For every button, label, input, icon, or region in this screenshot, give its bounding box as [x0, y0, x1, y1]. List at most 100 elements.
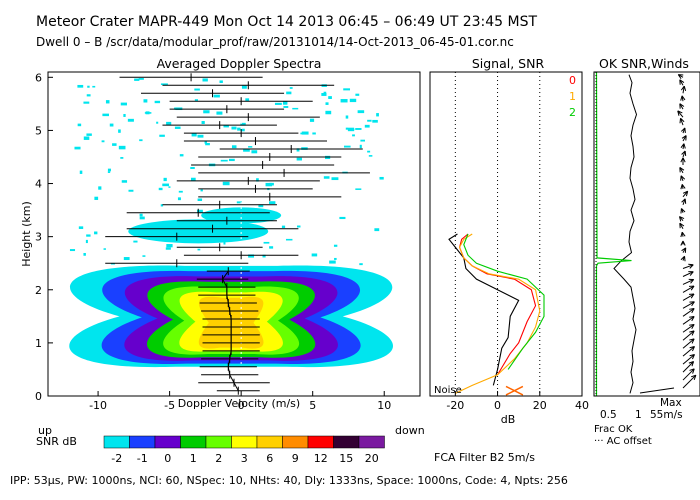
- snr-speckle: [127, 118, 134, 122]
- snr-speckle: [263, 241, 270, 244]
- wind-arrow: [682, 368, 695, 381]
- colorbar-swatch-1: [180, 435, 207, 449]
- winds-frame: [593, 71, 700, 397]
- snr-speckle: [258, 204, 264, 208]
- colorbar-swatch-6: [256, 435, 283, 449]
- snr-speckle: [179, 154, 184, 157]
- snr-speckle: [283, 106, 289, 108]
- colorbar-swatch-20: [358, 435, 385, 449]
- wind-arrow-head: [679, 166, 685, 173]
- snr-speckle: [265, 182, 273, 187]
- snr-speckle: [163, 177, 167, 182]
- winds-tick-0: 0.5: [600, 409, 617, 421]
- wind-arrow: [682, 85, 685, 94]
- snr-speckle: [340, 99, 348, 103]
- colorbar-swatch-0: [154, 435, 181, 449]
- snr-speckle: [251, 150, 258, 154]
- wind-arrow: [682, 285, 695, 293]
- snr-speckle: [355, 188, 362, 190]
- colorbar-tick-label: 2: [215, 452, 222, 465]
- snr-speckle: [331, 177, 339, 181]
- wind-arrow-head: [679, 222, 685, 229]
- snr-speckle: [160, 204, 164, 207]
- snr-legend: 0 1 2: [569, 74, 576, 119]
- spectra-ytick-label: 5: [35, 124, 42, 137]
- snr-speckle: [77, 84, 84, 88]
- max-arrow: [639, 387, 675, 394]
- snr-speckle: [107, 171, 111, 173]
- snr-speckle: [297, 225, 301, 228]
- snr-speckle: [201, 121, 205, 124]
- spectra-xtick-label: 5: [309, 399, 316, 412]
- wind-arrows: [677, 74, 697, 389]
- wind-arrow-head: [689, 346, 695, 352]
- snr-legend-0: 0: [569, 74, 576, 87]
- wind-arrow-head: [680, 255, 686, 262]
- snr-speckle: [159, 134, 165, 137]
- spectra-axes: -10 -5 0 5 10 0 1 2 3 4 5 6: [35, 71, 391, 412]
- snr-speckle: [123, 113, 126, 117]
- spectra-ytick-label: 3: [35, 231, 42, 244]
- wind-arrow-head: [680, 184, 686, 190]
- wind-arrow-head: [680, 240, 686, 246]
- snr-speckle: [213, 94, 220, 98]
- snr-speckle: [296, 157, 302, 161]
- snr-speckle: [94, 196, 99, 200]
- snr-speckle: [202, 78, 208, 82]
- snr-speckle: [345, 127, 349, 130]
- snr-speckle: [139, 213, 143, 217]
- spectra-ytick-label: 1: [35, 337, 42, 350]
- snr-speckle: [118, 145, 126, 150]
- wind-arrow-head: [679, 103, 685, 109]
- signal-frame: [429, 71, 583, 397]
- snr-speckle: [245, 98, 250, 102]
- snr-speckle: [123, 257, 130, 261]
- snr-speckle: [120, 157, 124, 159]
- signal-title: Signal, SNR: [472, 56, 545, 71]
- wind-arrow-head: [689, 315, 695, 322]
- snr-speckle: [128, 189, 134, 192]
- colorbar-tick-label: 12: [314, 452, 328, 465]
- wind-arrow-head: [680, 127, 686, 133]
- wind-arrow-head: [689, 323, 695, 330]
- snr-speckle: [102, 113, 110, 117]
- snr-speckle: [78, 226, 84, 229]
- wind-arrow: [682, 301, 695, 309]
- wind-arrow-head: [680, 85, 687, 92]
- snr-profile-2: [463, 233, 545, 370]
- snr-speckle: [94, 231, 98, 235]
- colorbar-tick-label: 6: [266, 452, 273, 465]
- snr-speckle: [194, 88, 200, 91]
- wind-arrow-head: [680, 175, 686, 181]
- wind-arrow-head: [689, 308, 695, 314]
- snr-legend-1: 1: [569, 90, 576, 103]
- snr-speckle: [143, 99, 148, 103]
- wind-arrow-head: [679, 216, 685, 222]
- snr-speckle: [236, 201, 242, 204]
- snr-speckle: [333, 244, 338, 247]
- wind-arrow: [682, 293, 695, 301]
- snr-speckle: [323, 176, 330, 179]
- snr-speckle: [309, 118, 315, 122]
- wind-arrow-head: [677, 74, 684, 79]
- wind-arrow: [682, 346, 695, 357]
- snr-speckle: [321, 93, 327, 96]
- snr-speckle: [120, 102, 127, 106]
- snr-speckle: [83, 136, 90, 140]
- snr-speckle: [194, 99, 199, 102]
- snr-speckle: [138, 78, 144, 80]
- snr-speckle: [190, 166, 195, 169]
- snr-speckle: [177, 197, 181, 201]
- wind-arrow-head: [680, 95, 686, 101]
- snr-speckle: [256, 178, 259, 182]
- snr-speckle: [118, 129, 121, 133]
- snr-speckle: [101, 140, 105, 143]
- colorbar-swatch-15: [333, 435, 360, 449]
- signal-snr-panel: Signal, SNR Noise dB 0 1 2 -20 0 20 40: [429, 56, 589, 426]
- colorbar-tick-label: 20: [365, 452, 379, 465]
- colorbar-swatch-9: [282, 435, 309, 449]
- snr-speckle: [197, 248, 201, 251]
- noise-label: Noise: [434, 385, 462, 396]
- signal-xtick-label: 0: [494, 399, 501, 412]
